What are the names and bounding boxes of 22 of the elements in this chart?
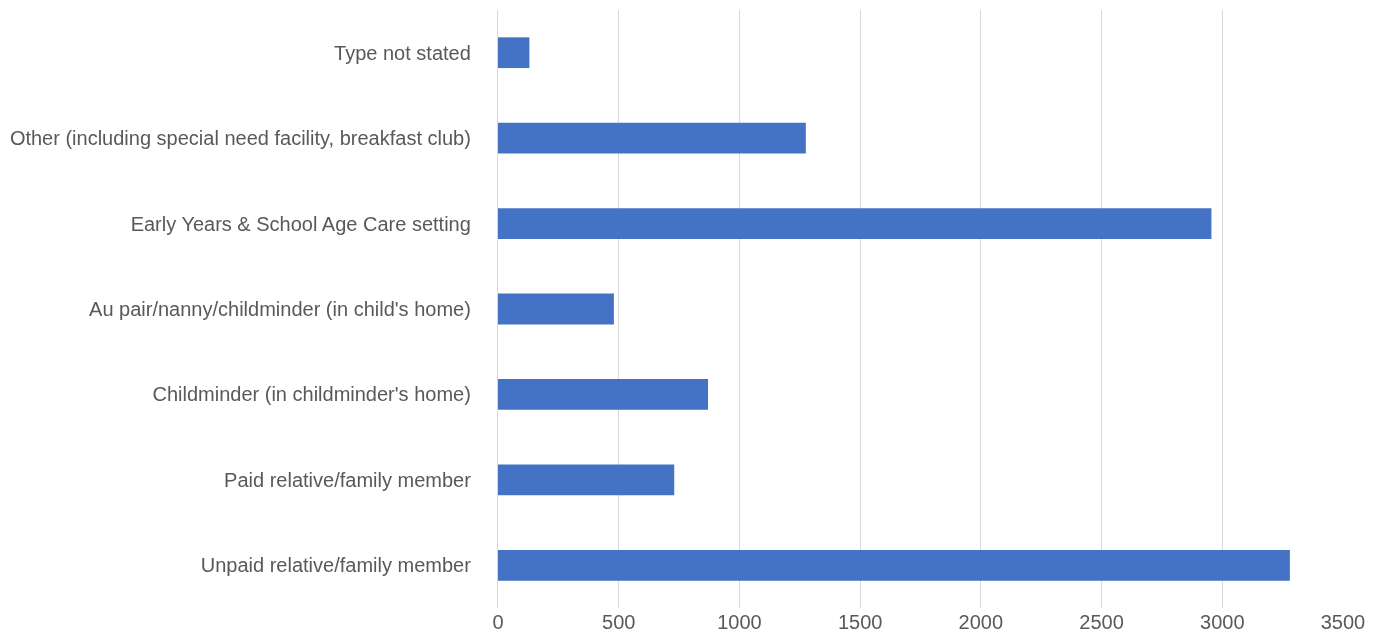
y-tick-label: Type not stated bbox=[334, 41, 471, 64]
bar bbox=[498, 208, 1212, 239]
x-tick-label: 0 bbox=[492, 611, 504, 633]
y-tick-label: Unpaid relative/family member bbox=[200, 554, 472, 577]
bar bbox=[498, 122, 806, 154]
x-tick-label: 2000 bbox=[958, 611, 1004, 633]
y-tick-label: Paid relative/family member bbox=[224, 468, 472, 491]
x-tick-label: 1000 bbox=[717, 611, 762, 633]
y-tick-label: Other (including special need facility, breakfast club) bbox=[9, 127, 471, 150]
y-tick-label: Au pair/nanny/childminder (in child's home) bbox=[89, 298, 471, 320]
y-tick-label: Childminder (in childminder's home) bbox=[152, 383, 471, 406]
x-tick-label: 1500 bbox=[837, 611, 883, 633]
bar bbox=[498, 549, 1290, 581]
x-tick-label: 3500 bbox=[1320, 611, 1366, 633]
bar bbox=[498, 37, 530, 69]
x-tick-label: 2500 bbox=[1079, 611, 1124, 633]
y-tick-label: Early Years & School Age Care setting bbox=[130, 212, 471, 235]
bar bbox=[498, 379, 709, 410]
x-tick-label: 500 bbox=[602, 611, 636, 633]
bar bbox=[498, 464, 675, 496]
x-tick-label: 3000 bbox=[1200, 611, 1245, 633]
bar bbox=[498, 293, 614, 325]
